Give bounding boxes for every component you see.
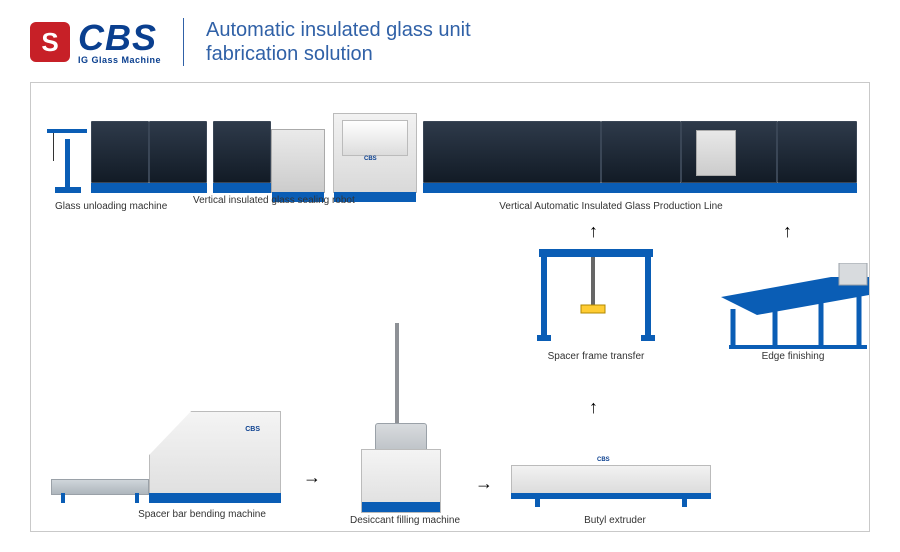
- conveyor-panel: [423, 121, 601, 193]
- arrow-up-icon: ↑: [589, 397, 598, 418]
- conveyor-panel: [91, 121, 149, 193]
- arrow-right-icon: →: [475, 473, 493, 494]
- arrow-up-icon: ↑: [589, 221, 598, 242]
- tagline-line2: fabrication solution: [206, 43, 373, 65]
- header-divider: [183, 18, 184, 66]
- diagram-frame: CBS Glass unloading machine Vertical ins…: [30, 82, 870, 532]
- label-butyl: Butyl extruder: [565, 515, 665, 526]
- logo: S CBS IG Glass Machine: [30, 20, 161, 65]
- edge-finishing: [721, 263, 871, 353]
- header: S CBS IG Glass Machine Automatic insulat…: [0, 0, 900, 76]
- label-sealing-robot: Vertical insulated glass sealing robot: [193, 195, 383, 206]
- tagline: Automatic insulated glass unit fabricati…: [206, 18, 471, 66]
- brand-icon: S: [30, 22, 70, 62]
- press-unit: CBS: [333, 113, 417, 193]
- label-edge-finishing: Edge finishing: [743, 351, 843, 362]
- tagline-line1: Automatic insulated glass unit: [206, 19, 471, 41]
- label-filler: Desiccant filling machine: [335, 515, 475, 526]
- label-transfer: Spacer frame transfer: [541, 351, 651, 362]
- label-production-line: Vertical Automatic Insulated Glass Produ…: [471, 201, 751, 212]
- conveyor-panel: [149, 121, 207, 193]
- brand-subtitle: IG Glass Machine: [78, 56, 161, 65]
- label-unloading: Glass unloading machine: [55, 201, 175, 212]
- conveyor-panel: [777, 121, 857, 193]
- arrow-up-icon: ↑: [783, 221, 792, 242]
- conveyor-panel: [601, 121, 681, 193]
- top-production-line: CBS: [43, 103, 857, 193]
- brand-name: CBS: [78, 20, 161, 56]
- glass-unloading-machine: [43, 121, 91, 193]
- spacer-frame-transfer: [531, 243, 661, 343]
- desiccant-filling-machine: [351, 323, 451, 513]
- brand-text-wrap: CBS IG Glass Machine: [78, 20, 161, 65]
- sealing-robot: [271, 129, 325, 193]
- spacer-bar-bending-machine: CBS: [51, 393, 281, 503]
- conveyor-panel: [213, 121, 271, 193]
- arrow-right-icon: →: [303, 467, 321, 488]
- loader-panel: [681, 121, 777, 193]
- label-bender: Spacer bar bending machine: [117, 509, 287, 520]
- butyl-extruder: CBS: [511, 451, 711, 507]
